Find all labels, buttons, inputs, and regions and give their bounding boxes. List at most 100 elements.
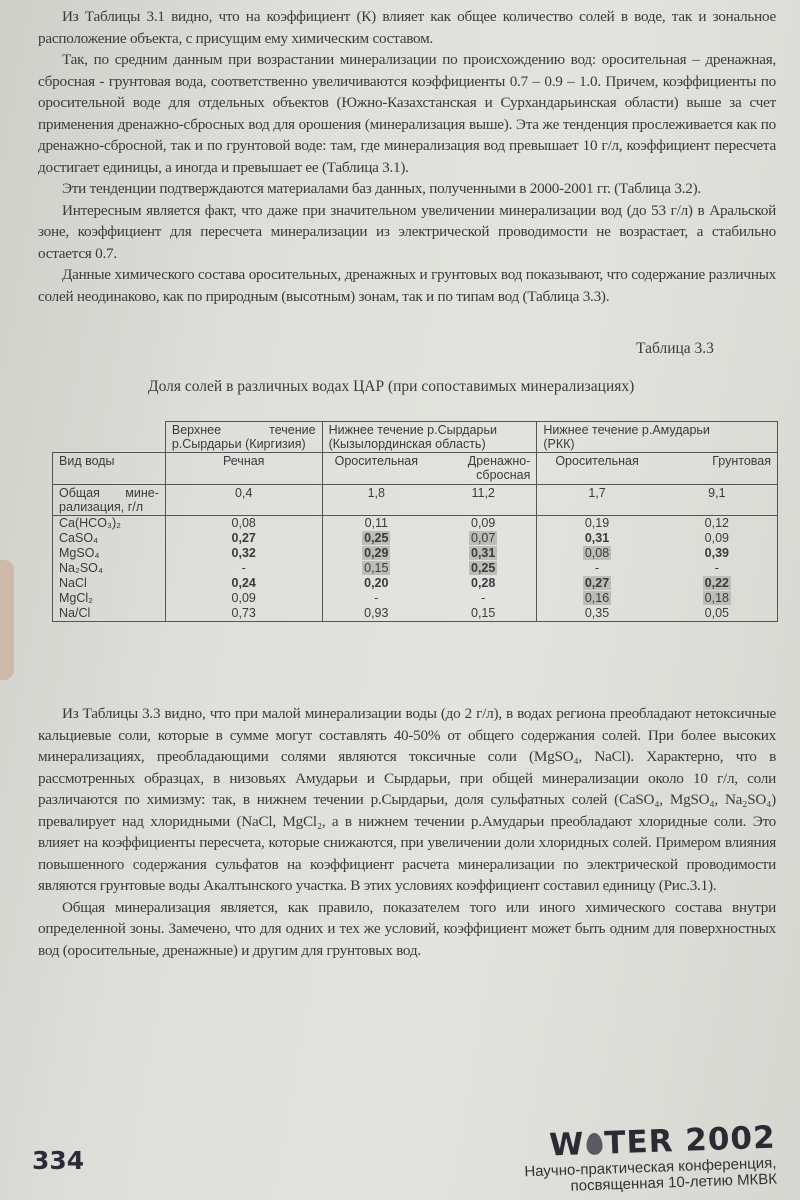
table-cell: 0,25 [321,531,431,546]
water-type: Грунтовая [656,452,778,485]
bottom-text: Из Таблицы 3.3 видно, что при малой мине… [38,703,776,961]
table-cell: - [321,591,431,606]
cell-value: 0,39 [704,546,730,560]
cell-value: 0,31 [469,546,498,560]
page-number: 334 [32,1146,85,1175]
cell-value: 0,09 [471,516,496,530]
table-cell: 0,08 [164,515,323,531]
cell-value: 0,24 [231,576,256,590]
table-cell: 0,22 [656,576,778,591]
table-row: Na/Cl 0,73 0,93 0,15 0,35 0,05 [52,606,778,622]
cell-value: 0,07 [469,531,498,545]
table-row: MgSO₄ 0,32 0,29 0,31 0,08 0,39 [52,546,778,561]
salt-name: Ca(HCO₃)₂ [52,515,166,531]
cell-value: 0,15 [471,606,496,620]
cell-value: 0,29 [362,546,391,560]
table-cell: 0,28 [430,576,538,591]
table-row: NaCl 0,24 0,20 0,28 0,27 0,22 [52,576,778,591]
cell-value: 0,16 [582,591,612,605]
table-cell: 0,24 [164,576,323,591]
table-cell: 0,12 [656,515,778,531]
paragraph: Из Таблицы 3.1 видно, что на коэффициент… [38,8,776,47]
group-header: Нижнее течение р.Сырдарьи (Кызылординская… [321,421,538,453]
cell-value: 0,20 [364,576,389,590]
table-row: MgCl₂ 0,09 - - 0,16 0,18 [52,591,778,606]
water-type: Оросительная [321,452,431,485]
cell-value: - [594,561,600,575]
table-cell: 0,29 [321,546,431,561]
salt-name: MgCl₂ [52,591,166,606]
cell-value: - [714,561,719,575]
table-cell: 0,27 [536,576,657,591]
salt-name: MgSO₄ [52,546,166,561]
mineralization-value: 9,1 [656,484,778,516]
water-type: Речная [164,452,323,485]
table-cell: 0,27 [164,531,323,546]
table-cell: 0,09 [430,515,538,531]
table-cell: 0,07 [430,531,538,546]
table-cell: 0,31 [430,546,538,561]
cell-value: 0,27 [582,576,612,590]
finger-edge [0,560,14,680]
mineralization-value: 1,8 [321,484,431,516]
table-header-row-groups: Верхнее течение р.Сырдарьи (Киргизия) Нижн… [53,421,778,453]
table-number: Таблица 3.3 [636,340,714,357]
cell-value: - [481,591,486,605]
cell-value: 0,08 [582,546,612,560]
table-cell: 0,11 [321,515,431,531]
cell-value: 0,19 [584,516,610,530]
cell-value: 0,28 [471,576,496,590]
cell-value: 0,73 [231,606,256,620]
table-cell: 0,32 [164,546,323,561]
cell-value: 0,12 [704,516,730,530]
table-cell: - [430,591,538,606]
conference-logo: W TER 2002 Научно-практическая конференци… [523,1119,778,1195]
cell-value: 0,15 [362,561,391,575]
table-cell: 0,93 [321,606,431,622]
cell-value: 0,93 [364,606,389,620]
paragraph: Эти тенденции подтверждаются материалами… [62,180,701,197]
water-type: Дренажно-сбросная [430,452,538,485]
salt-name: Na₂SO₄ [52,561,166,576]
cell-value: - [374,591,379,605]
table-cell: - [536,561,657,576]
cell-value: 0,08 [231,516,256,530]
cell-value: 0,09 [231,591,256,605]
salt-name: NaCl [52,576,166,591]
paragraph: Из Таблицы 3.3 видно, что при малой мине… [38,705,776,894]
paragraph: Общая минерализация является, как правил… [38,898,776,959]
water-drop-icon [585,1132,603,1156]
table-cell: 0,19 [536,515,657,531]
table-cell: 0,18 [656,591,778,606]
water-type-label: Вид воды [52,452,166,485]
table-cell: - [656,561,778,576]
table-cell: 0,09 [656,531,778,546]
group-header: Нижнее течение р.Амударьи (РКК) [536,421,778,453]
table-cell: 0,73 [164,606,323,622]
paragraph: Так, по средним данным при возрастании м… [38,51,776,176]
cell-value: 0,25 [469,561,498,575]
table-cell: 0,35 [536,606,657,622]
table-cell: 0,09 [164,591,323,606]
cell-value: 0,35 [584,606,610,620]
cell-value: 0,25 [362,531,391,545]
table-row: CaSO₄ 0,27 0,25 0,07 0,31 0,09 [52,531,778,546]
salt-name: Na/Cl [52,606,166,622]
cell-value: 0,32 [231,546,256,560]
mineralization-value: 0,4 [164,484,323,516]
paragraph: Интересным является факт, что даже при з… [38,201,776,262]
water-type: Оросительная [536,452,657,485]
table-title: Доля солей в различных водах ЦАР (при со… [148,378,635,395]
group-header: Верхнее течение р.Сырдарьи (Киргизия) [164,421,323,453]
mineralization-row: Общая мине-рализация, г/л 0,4 1,8 11,2 1,… [52,484,778,516]
cell-value: 0,27 [231,531,256,545]
table-header-row-types: Вид воды Речная Оросительная Дренажно-сб… [52,452,778,485]
table-cell: 0,15 [430,606,538,622]
table-cell: 0,05 [656,606,778,622]
table-cell: 0,39 [656,546,778,561]
cell-value: 0,09 [704,531,730,545]
cell-value: 0,31 [584,531,610,545]
cell-value: - [241,561,246,575]
cell-value: 0,18 [702,591,732,605]
table-cell: 0,15 [321,561,431,576]
